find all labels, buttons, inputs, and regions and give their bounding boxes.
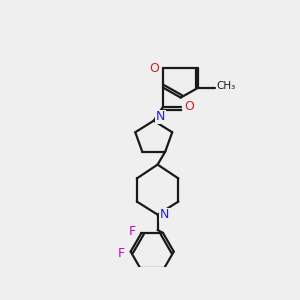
Text: CH₃: CH₃ xyxy=(217,81,236,91)
Text: F: F xyxy=(129,225,136,238)
Text: N: N xyxy=(160,208,169,221)
Text: O: O xyxy=(184,100,194,113)
Text: O: O xyxy=(149,62,159,75)
Text: N: N xyxy=(156,110,165,123)
Text: F: F xyxy=(118,247,125,260)
